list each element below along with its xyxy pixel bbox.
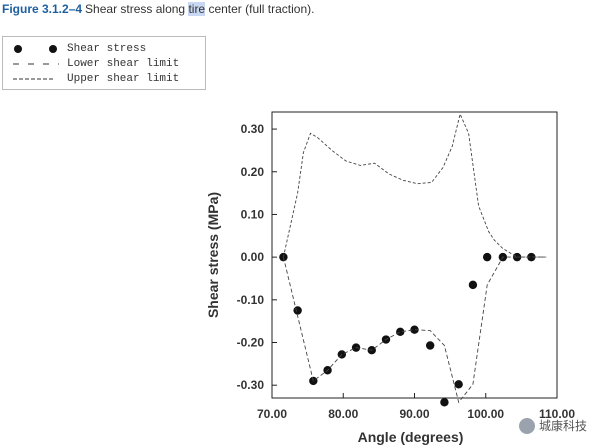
wechat-icon (518, 417, 535, 434)
x-tick-label: 90.00 (399, 407, 429, 421)
caption-text-after: center (full traction). (205, 2, 315, 16)
y-tick-label: -0.20 (237, 336, 265, 350)
y-tick-label: 0.20 (241, 165, 265, 179)
x-tick-label: 100.00 (467, 407, 504, 421)
data-point-shear-stress (468, 280, 478, 290)
y-tick-label: 0.10 (241, 207, 265, 221)
series-line-upper-shear-limit (282, 112, 547, 258)
data-point-shear-stress (440, 398, 449, 407)
data-point-shear-stress (482, 252, 492, 262)
figure-caption: Figure 3.1.2–4 Shear stress along tire ce… (2, 2, 314, 16)
legend-entry-upper-limit: Upper shear limit (3, 72, 205, 87)
watermark: 城康科技 (518, 417, 587, 434)
caption-highlight: tire (188, 2, 206, 16)
data-point-shear-stress (396, 327, 405, 337)
legend-label: Upper shear limit (67, 73, 180, 85)
legend-symbol-dots (14, 45, 57, 53)
data-point-shear-stress (527, 252, 536, 262)
x-axis-label: Angle (degrees) (358, 429, 464, 445)
x-tick-label: 110.00 (539, 407, 575, 421)
y-tick-label: -0.30 (237, 378, 265, 392)
axes (271, 111, 558, 399)
y-axis-label: Shear stress (MPa) (205, 192, 221, 318)
data-point-shear-stress (425, 341, 435, 350)
axis-labels: 70.00 80.00 90.00 100.00 110.00 -0.30 -0.20 -0.… (205, 122, 575, 445)
series-line-lower-shear-limit (282, 256, 547, 404)
figure-label: Figure 3.1.2–4 (2, 2, 83, 16)
legend-label: Shear stress (67, 43, 147, 55)
data-point-shear-stress (293, 306, 302, 315)
y-tick-label: 0.30 (241, 122, 265, 136)
caption-text-before: Shear stress along (85, 2, 189, 16)
data-point-shear-stress (410, 325, 419, 334)
legend-symbol-short-dash (13, 78, 53, 80)
legend-entry-shear-stress: Shear stress (3, 42, 205, 57)
chart-legend: Shear stress Lower shear limit Upper she… (2, 36, 206, 90)
y-tick-label: 0.00 (241, 250, 265, 264)
watermark-text: 城康科技 (538, 419, 587, 433)
data-series (279, 112, 547, 407)
legend-entry-lower-limit: Lower shear limit (3, 57, 205, 72)
x-tick-label: 80.00 (328, 407, 358, 421)
y-tick-label: -0.10 (237, 293, 265, 307)
legend-label: Lower shear limit (67, 58, 180, 70)
data-point-shear-stress (454, 380, 463, 389)
x-tick-label: 70.00 (257, 407, 287, 421)
